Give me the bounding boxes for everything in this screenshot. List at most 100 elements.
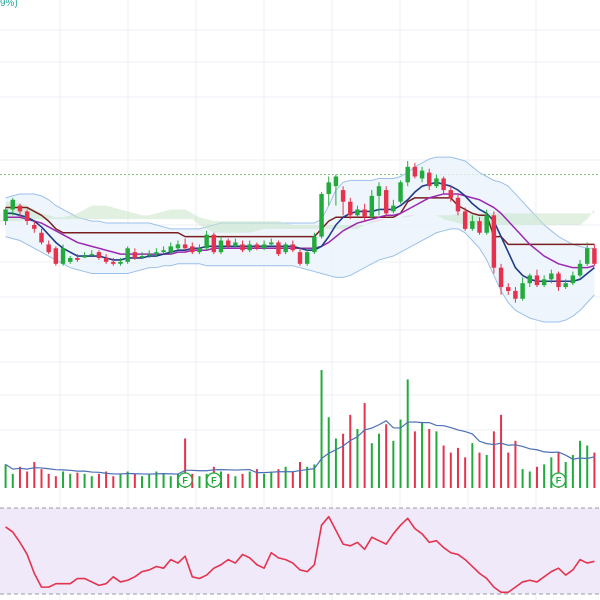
price-pane xyxy=(0,156,600,323)
candle-body xyxy=(585,248,590,264)
price-change-label: 9%) xyxy=(0,0,18,9)
volume-bar xyxy=(155,471,158,488)
flag-marker xyxy=(177,472,193,488)
cloud-segment xyxy=(400,215,408,218)
oscillator-background xyxy=(0,508,600,594)
volume-bar xyxy=(485,454,488,488)
cloud-segment xyxy=(587,209,595,220)
cloud-segment xyxy=(580,213,588,225)
candle-body xyxy=(376,186,382,196)
cloud-segment xyxy=(55,217,64,220)
candle-body xyxy=(146,254,152,256)
candle-body xyxy=(204,234,209,249)
candle-body xyxy=(304,252,310,264)
volume-bar xyxy=(90,476,93,488)
cloud-segment xyxy=(357,225,365,229)
volume-bar xyxy=(105,471,108,488)
volume-bar xyxy=(557,452,560,488)
volume-bar xyxy=(76,472,79,488)
candle-body xyxy=(261,244,267,249)
volume-bar xyxy=(363,403,366,488)
volume-bar xyxy=(284,466,287,488)
candle-body xyxy=(154,252,159,255)
candle-body xyxy=(455,197,461,212)
candle-body xyxy=(534,275,540,286)
candle-body xyxy=(369,195,375,218)
candle-body xyxy=(427,172,432,187)
candle-body xyxy=(477,221,482,233)
volume-bar xyxy=(521,469,524,488)
candle-body xyxy=(283,244,288,253)
volume-bar xyxy=(456,447,459,488)
candle-body xyxy=(541,279,547,286)
cloud-segment xyxy=(77,209,85,220)
cloud-segment xyxy=(235,221,243,233)
volume-bar xyxy=(119,473,122,488)
candle-body xyxy=(103,257,109,262)
candle-body xyxy=(197,248,202,253)
cloud-segment xyxy=(206,219,214,233)
candle-body xyxy=(297,252,303,264)
volume-bar xyxy=(277,469,280,488)
volume-bar xyxy=(349,414,352,488)
volume-bar xyxy=(169,476,172,488)
volume-bar xyxy=(370,443,373,488)
cloud-segment xyxy=(98,205,107,220)
volume-bar xyxy=(571,454,574,488)
volume-bar xyxy=(18,466,21,488)
candle-body xyxy=(333,176,339,187)
cloud-segment xyxy=(558,213,566,225)
volume-bar xyxy=(234,476,237,488)
candle-body xyxy=(383,190,389,214)
cloud-segment xyxy=(436,215,444,220)
volume-bar xyxy=(399,419,402,488)
volume-bar xyxy=(83,473,86,488)
cloud-segment xyxy=(450,213,458,224)
cloud-segment xyxy=(106,205,114,220)
candle-body xyxy=(161,250,166,253)
cloud-segment xyxy=(407,215,415,218)
volume-bar xyxy=(428,429,431,488)
candle-body xyxy=(67,257,73,262)
cloud-segment xyxy=(572,213,581,225)
volume-bar xyxy=(26,471,29,488)
candle-body xyxy=(269,242,274,245)
cloud-segment xyxy=(199,217,207,229)
cloud-segment xyxy=(127,211,135,220)
volume-bar xyxy=(306,466,309,488)
cloud-segment xyxy=(278,221,286,229)
cloud-segment xyxy=(551,213,559,225)
candle-body xyxy=(17,205,23,212)
volume-bar xyxy=(593,452,596,488)
volume-bar xyxy=(198,476,201,488)
volume-bar xyxy=(133,473,136,488)
cloud-segment xyxy=(378,219,387,222)
candle-body xyxy=(39,232,44,243)
candle-body xyxy=(348,201,353,216)
volume-bar xyxy=(442,445,445,488)
volume-bar xyxy=(148,473,151,488)
candle-body xyxy=(240,244,245,251)
candle-body xyxy=(448,190,454,198)
candle-body xyxy=(175,244,181,249)
volume-bar xyxy=(320,370,323,488)
cloud-segment xyxy=(300,225,308,229)
cloud-segment xyxy=(142,215,150,220)
volume-bar xyxy=(141,476,144,488)
cloud-segment xyxy=(443,215,451,222)
volume-bar xyxy=(97,473,100,488)
candle-body xyxy=(211,234,217,253)
volume-bar xyxy=(4,464,7,488)
volume-bar xyxy=(392,440,395,488)
volume-bar xyxy=(406,379,409,488)
candle-body xyxy=(132,252,138,258)
candle-body xyxy=(340,190,346,202)
cloud-segment xyxy=(271,221,279,229)
volume-bar xyxy=(507,452,510,488)
candle-body xyxy=(89,254,94,256)
candle-body xyxy=(10,199,15,210)
volume-bar xyxy=(299,462,301,488)
volume-bar xyxy=(126,471,129,488)
volume-bar xyxy=(356,429,359,488)
cloud-segment xyxy=(120,209,128,220)
